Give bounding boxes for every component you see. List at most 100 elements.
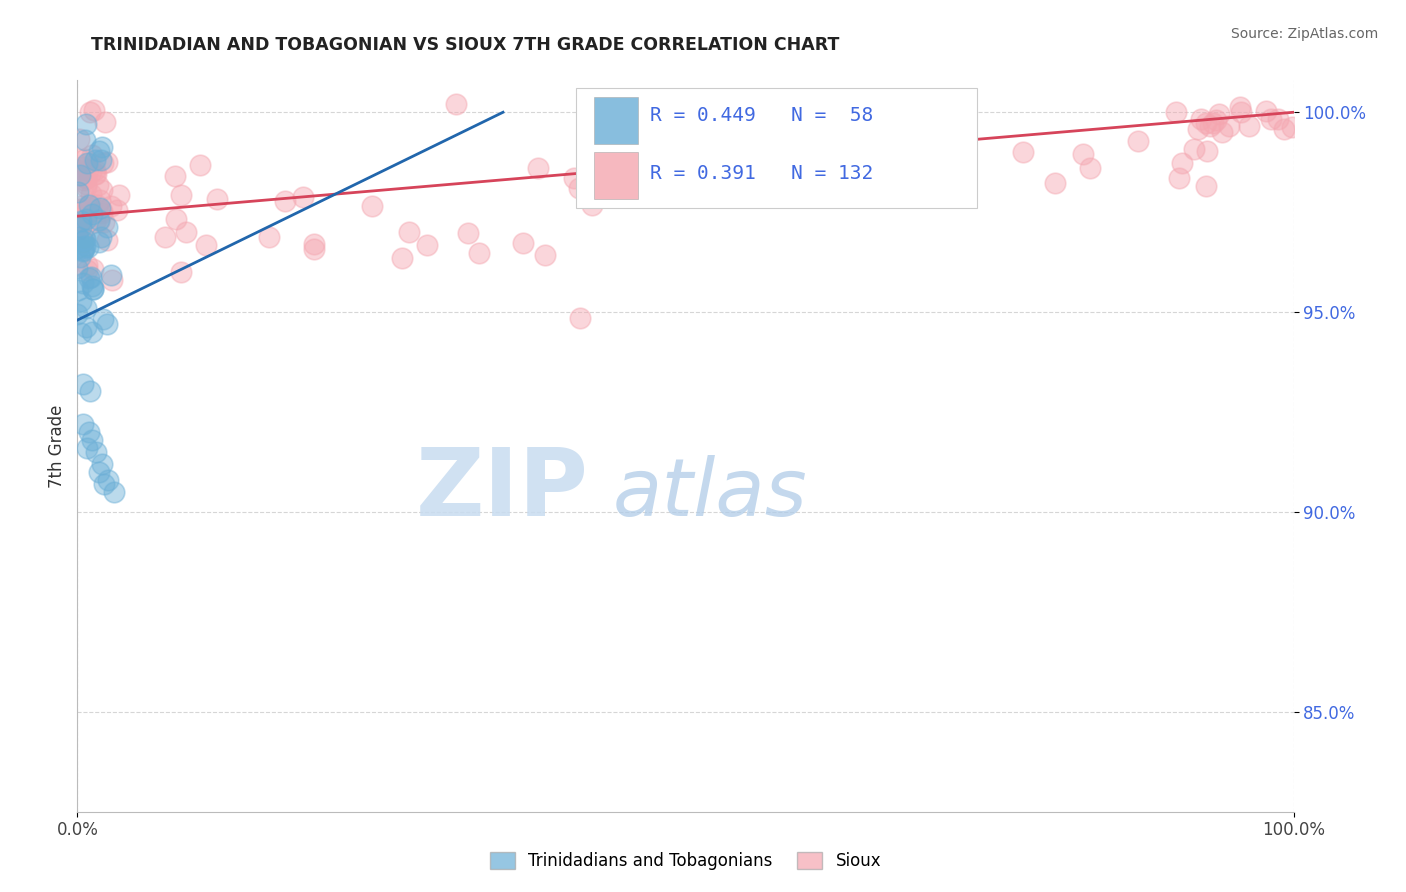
- Point: [77, 239, 100, 253]
- Point: [1211, 124, 1233, 138]
- Point: [73, 241, 96, 255]
- Point: [73, 133, 96, 147]
- Point: [1208, 107, 1230, 121]
- Point: [1126, 134, 1149, 148]
- Point: [75, 212, 97, 227]
- Point: [90, 229, 112, 244]
- Point: [174, 225, 197, 239]
- Point: [76, 206, 98, 220]
- Text: R = 0.391   N = 132: R = 0.391 N = 132: [650, 164, 873, 184]
- Point: [825, 156, 848, 170]
- Point: [66, 307, 89, 321]
- Point: [84, 215, 107, 229]
- Point: [72, 216, 94, 230]
- Point: [170, 188, 193, 202]
- Point: [86, 167, 108, 181]
- Point: [80, 433, 103, 447]
- Point: [668, 136, 690, 150]
- Point: [89, 201, 111, 215]
- Text: TRINIDADIAN AND TOBAGONIAN VS SIOUX 7TH GRADE CORRELATION CHART: TRINIDADIAN AND TOBAGONIAN VS SIOUX 7TH …: [91, 36, 839, 54]
- Point: [72, 211, 94, 226]
- Point: [77, 198, 100, 212]
- Point: [569, 311, 592, 326]
- Point: [1281, 120, 1303, 134]
- Point: [581, 198, 603, 212]
- Text: atlas: atlas: [613, 455, 807, 533]
- Point: [87, 178, 110, 192]
- Point: [207, 192, 229, 206]
- Point: [1237, 119, 1260, 133]
- Point: [813, 138, 835, 153]
- Point: [73, 230, 96, 244]
- Point: [82, 282, 104, 296]
- Point: [76, 258, 98, 272]
- Point: [1078, 161, 1101, 175]
- Point: [75, 180, 97, 194]
- Point: [70, 293, 93, 308]
- Point: [1187, 122, 1209, 136]
- Point: [79, 197, 101, 211]
- Point: [72, 417, 94, 431]
- Point: [72, 234, 94, 248]
- Point: [828, 128, 851, 142]
- Point: [735, 186, 758, 201]
- FancyBboxPatch shape: [576, 87, 977, 209]
- Point: [302, 236, 325, 251]
- Point: [76, 441, 98, 455]
- Point: [84, 445, 107, 459]
- Point: [79, 384, 101, 398]
- Point: [1202, 116, 1225, 130]
- Point: [90, 153, 112, 168]
- Point: [72, 243, 94, 257]
- Point: [89, 194, 111, 208]
- Point: [80, 270, 103, 285]
- Point: [67, 162, 90, 177]
- Point: [96, 154, 118, 169]
- Point: [101, 272, 124, 286]
- Point: [91, 311, 114, 326]
- Point: [75, 117, 97, 131]
- Point: [83, 103, 105, 117]
- Point: [257, 229, 280, 244]
- Point: [73, 172, 96, 186]
- Point: [67, 132, 90, 146]
- Point: [87, 213, 110, 227]
- Point: [398, 225, 420, 239]
- FancyBboxPatch shape: [595, 152, 638, 199]
- Point: [90, 205, 112, 219]
- Point: [96, 233, 118, 247]
- Point: [108, 188, 131, 202]
- Point: [360, 199, 382, 213]
- Point: [90, 457, 112, 471]
- Point: [163, 169, 186, 183]
- Point: [72, 244, 94, 258]
- Point: [89, 465, 111, 479]
- Point: [72, 222, 94, 236]
- Point: [1272, 121, 1295, 136]
- Point: [813, 97, 835, 112]
- Point: [416, 238, 439, 252]
- Point: [96, 219, 118, 234]
- Point: [82, 207, 104, 221]
- Point: [93, 215, 115, 229]
- Point: [70, 160, 93, 174]
- Point: [91, 204, 114, 219]
- Point: [67, 240, 90, 254]
- Point: [1171, 156, 1194, 170]
- Point: [91, 140, 114, 154]
- Point: [94, 115, 117, 129]
- Point: [66, 185, 89, 199]
- Point: [82, 282, 104, 296]
- Point: [83, 153, 105, 167]
- Point: [1218, 119, 1240, 133]
- Point: [949, 153, 972, 167]
- Point: [91, 156, 114, 170]
- Point: [1195, 179, 1218, 194]
- Point: [75, 320, 97, 334]
- Point: [444, 97, 467, 112]
- Point: [1073, 147, 1095, 161]
- Point: [1229, 100, 1251, 114]
- Point: [76, 156, 98, 170]
- Point: [682, 185, 704, 199]
- Point: [70, 153, 93, 167]
